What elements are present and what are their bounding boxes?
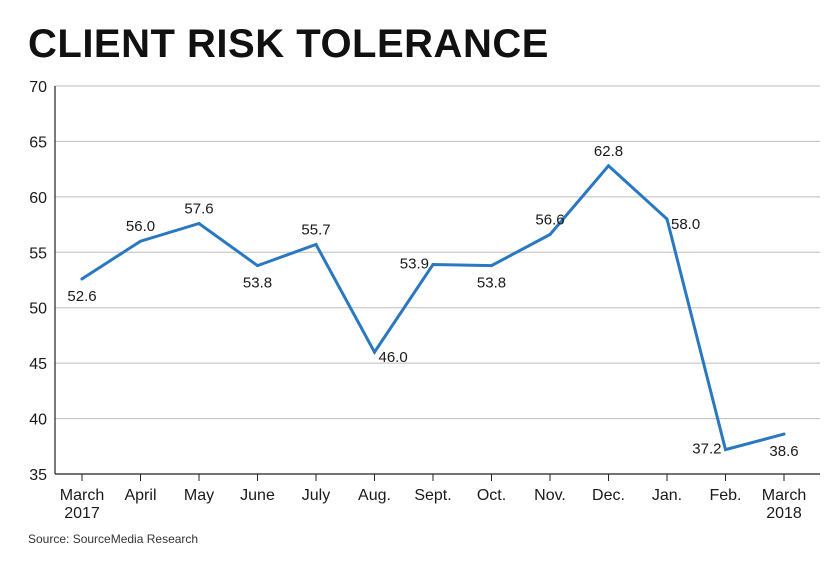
chart-title: CLIENT RISK TOLERANCE [28,22,549,66]
y-tick-65: 65 [29,134,47,151]
data-point [80,277,84,281]
data-label: 38.6 [769,443,798,460]
data-labels: 52.6 56.0 57.6 53.8 55.7 46.0 53.9 53.8 56.6 62.8… [67,143,798,460]
x-tick-label: July [302,487,330,504]
y-tick-labels: 35 40 45 50 55 60 65 70 [29,79,47,484]
data-point [490,264,493,268]
data-point [607,164,610,168]
data-point [314,243,318,247]
y-tick-35: 35 [29,467,47,484]
data-label: 55.7 [301,222,330,239]
series-layer [80,163,786,452]
data-point [724,448,727,452]
x-tick-label: Feb. [709,487,741,504]
x-tick-label: May [184,487,214,504]
x-tick-label: Aug. [358,487,391,504]
x-tick-label: March [60,487,104,504]
x-tick-label: March [762,487,806,504]
grid-lines [55,85,820,420]
x-tick-label: 2018 [766,505,802,522]
data-label: 56.0 [126,218,155,235]
x-tick-label: Dec. [592,487,625,504]
data-label: 62.8 [594,143,623,160]
data-point [665,217,669,221]
y-tick-40: 40 [29,412,47,429]
data-label: 53.8 [243,275,272,292]
data-label: 52.6 [67,288,96,305]
y-tick-55: 55 [29,245,47,262]
data-point [197,221,201,225]
data-label: 56.6 [535,212,564,229]
data-point [139,239,142,243]
data-point [373,350,376,354]
x-tick-label: 2017 [64,505,100,522]
y-tick-50: 50 [29,301,47,318]
data-label: 37.2 [692,441,721,458]
data-label: 46.0 [379,349,408,366]
y-tick-70: 70 [29,79,47,96]
axes [54,86,820,481]
x-tick-label: Jan. [652,487,682,504]
x-tick-label: Nov. [534,487,566,504]
y-tick-45: 45 [29,356,47,373]
data-label: 53.9 [400,255,429,272]
source-note: Source: SourceMedia Research [28,532,199,546]
data-point [782,432,786,436]
y-tick-60: 60 [29,190,47,207]
data-label: 57.6 [184,200,213,217]
x-tick-label: June [240,487,275,504]
x-tick-label: Sept. [414,487,451,504]
data-point [431,262,435,266]
data-point [548,233,552,237]
data-label: 53.8 [477,275,506,292]
x-tick-label: April [124,487,156,504]
data-point [256,264,259,268]
data-label: 58.0 [671,216,700,233]
x-tick-label: Oct. [477,487,506,504]
